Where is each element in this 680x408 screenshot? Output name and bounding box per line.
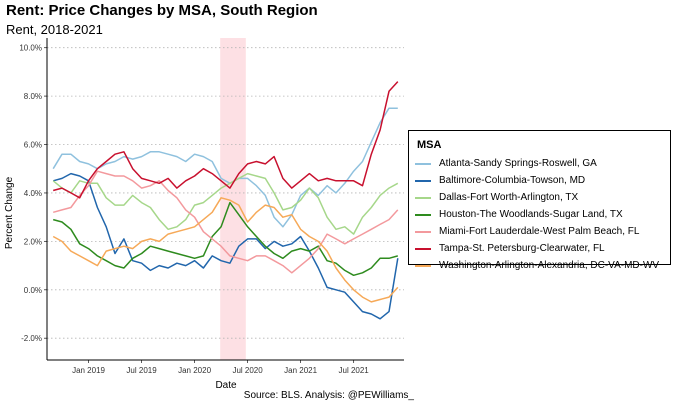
legend-label: Houston-The Woodlands-Sugar Land, TX [439,209,623,220]
legend-swatch [415,213,431,216]
legend-swatch [415,196,431,199]
source-caption: Source: BLS. Analysis: @PEWilliams_ [243,390,414,401]
x-tick-label: Jul 2019 [126,366,157,375]
plot-area: -2.0% 0.0% 2.0% 4.0% 6.0% 8.0% 10.0% Jan 2019 Ju… [19,38,404,375]
x-tick-label: Jan 2020 [178,366,211,375]
chart-subtitle: Rent, 2018-2021 [6,22,103,37]
y-tick-label: 8.0% [24,92,42,101]
y-tick-label: 10.0% [19,44,42,53]
x-axis-label: Date [215,380,237,391]
legend-label: Dallas-Fort Worth-Arlington, TX [439,192,579,203]
y-axis-label: Percent Change [4,176,15,249]
legend-swatch [415,230,431,233]
x-tick-label: Jan 2021 [284,366,317,375]
y-tick-label: -2.0% [21,334,42,343]
legend-items: Atlanta-Sandy Springs-Roswell, GA Baltimo… [415,155,659,274]
legend-swatch [415,162,431,165]
legend-item: Dallas-Fort Worth-Arlington, TX [415,189,659,206]
y-tick-label: 0.0% [24,286,42,295]
x-tick-label: Jul 2020 [232,366,263,375]
y-tick-label: 6.0% [24,141,42,150]
legend-title: MSA [417,139,442,151]
legend-item: Tampa-St. Petersburg-Clearwater, FL [415,240,659,257]
series-line-5 [53,81,399,199]
legend: MSA Atlanta-Sandy Springs-Roswell, GA Bal… [408,130,671,271]
legend-swatch [415,247,431,250]
series-line-6 [52,197,399,303]
y-tick-label: 4.0% [24,189,42,198]
legend-item: Miami-Fort Lauderdale-West Palm Beach, F… [415,223,659,240]
series-line-1 [53,172,399,320]
legend-label: Baltimore-Columbia-Towson, MD [439,175,586,186]
legend-label: Miami-Fort Lauderdale-West Palm Beach, F… [439,226,640,237]
legend-item: Washington-Arlington-Alexandria, DC-VA-M… [415,257,659,274]
legend-swatch [415,179,431,182]
legend-item: Houston-The Woodlands-Sugar Land, TX [415,206,659,223]
y-tick-label: 2.0% [24,237,42,246]
x-tick-label: Jan 2019 [72,366,105,375]
legend-label: Washington-Arlington-Alexandria, DC-VA-M… [439,260,660,271]
legend-item: Atlanta-Sandy Springs-Roswell, GA [415,155,659,172]
series-line-0 [52,107,398,228]
legend-item: Baltimore-Columbia-Towson, MD [415,172,659,189]
series-line-4 [53,170,399,274]
legend-label: Atlanta-Sandy Springs-Roswell, GA [439,158,597,169]
series-line-2 [52,172,399,235]
x-tick-label: Jul 2021 [339,366,370,375]
legend-swatch [415,264,431,267]
chart-title: Rent: Price Changes by MSA, South Region [6,2,318,19]
series-line-3 [53,201,398,277]
legend-label: Tampa-St. Petersburg-Clearwater, FL [439,243,605,254]
